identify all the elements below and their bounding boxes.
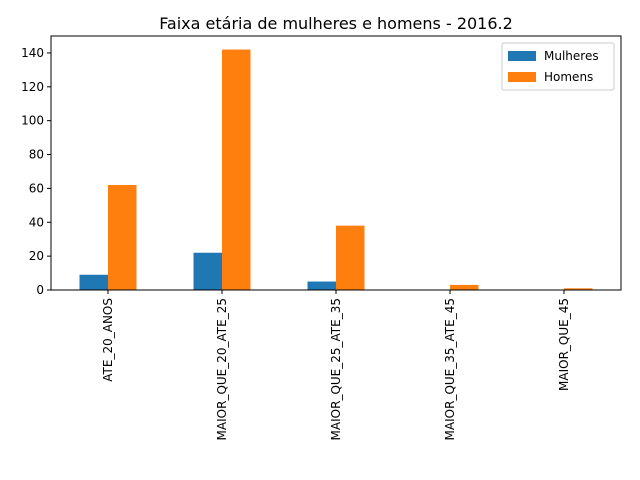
y-tick-label: 40: [29, 215, 44, 229]
x-tick-label: MAIOR_QUE_45: [557, 298, 571, 391]
bars-layer: [79, 49, 593, 291]
y-tick-label: 20: [29, 249, 44, 263]
bar-homens-maior-que-25-ate-35: [336, 225, 365, 290]
legend-label-homens: Homens: [544, 70, 593, 84]
bar-homens-maior-que-35-ate-45: [450, 284, 479, 290]
plot-frame: [50, 35, 622, 291]
bar-mulheres-ate-20-anos: [79, 274, 108, 290]
y-tick-label: 140: [21, 46, 44, 60]
y-axis-ticks: 0 20 40 60 80 100 120 140: [21, 46, 51, 297]
legend: Mulheres Homens: [501, 42, 615, 91]
legend-label-mulheres: Mulheres: [544, 49, 599, 63]
bar-mulheres-maior-que-25-ate-35: [307, 281, 336, 290]
bar-homens-maior-que-20-ate-25: [222, 49, 251, 291]
y-tick-label: 80: [29, 148, 44, 162]
x-axis-ticks: ATE_20_ANOS MAIOR_QUE_20_ATE_25 MAIOR_QUE_…: [101, 290, 571, 440]
bar-homens-ate-20-anos: [108, 185, 137, 290]
x-tick-label: MAIOR_QUE_20_ATE_25: [215, 298, 229, 440]
x-tick-label: ATE_20_ANOS: [101, 298, 115, 382]
y-tick-label: 0: [36, 283, 44, 297]
x-tick-label: MAIOR_QUE_25_ATE_35: [329, 298, 343, 440]
chart-title: Faixa etária de mulheres e homens - 2016…: [159, 14, 513, 33]
x-tick-label: MAIOR_QUE_35_ATE_45: [443, 298, 457, 440]
legend-swatch-mulheres: [508, 51, 536, 61]
bar-mulheres-maior-que-20-ate-25: [193, 252, 222, 290]
y-tick-label: 100: [21, 114, 44, 128]
y-tick-label: 60: [29, 181, 44, 195]
legend-swatch-homens: [508, 72, 536, 82]
y-tick-label: 120: [21, 80, 44, 94]
bar-homens-maior-que-45: [564, 288, 593, 290]
